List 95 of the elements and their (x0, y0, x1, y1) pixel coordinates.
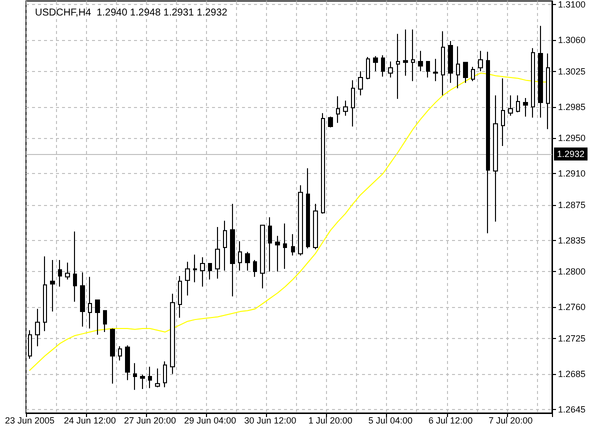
candlestick (448, 40, 453, 84)
candlestick (103, 310, 107, 333)
candlestick (238, 240, 242, 272)
x-tick-label: 24 Jun 12:00 (64, 416, 116, 426)
candlestick (155, 368, 160, 388)
candlestick (125, 344, 130, 381)
candlestick (538, 25, 543, 118)
y-tick-label: 1.2760 (558, 302, 586, 312)
candlestick (336, 96, 340, 124)
candlestick (388, 61, 393, 78)
candlestick (373, 56, 378, 72)
y-tick-label: 1.2875 (558, 200, 586, 210)
x-tick-label: 6 Jul 12:00 (428, 416, 473, 426)
x-tick-label: 23 Jun 2005 (4, 416, 55, 426)
candlestick (148, 366, 152, 389)
candlestick (306, 168, 310, 249)
candlestick (486, 51, 490, 234)
candlestick (478, 50, 483, 72)
y-tick-label: 1.2685 (558, 368, 586, 379)
candlestick (35, 308, 40, 347)
candlestick (245, 251, 250, 272)
candlestick (411, 28, 415, 82)
candlestick (546, 53, 550, 130)
candlestick (223, 220, 227, 272)
y-tick-label: 1.2910 (558, 168, 586, 179)
candlestick (65, 262, 70, 280)
candlestick (471, 66, 475, 82)
candlestick (508, 94, 513, 116)
y-tick-label: 1.3060 (558, 35, 586, 46)
candlestick (95, 299, 100, 336)
x-tick-label: 27 Jun 20:00 (124, 416, 176, 426)
candlestick (133, 362, 137, 390)
x-tick-label: 5 Jul 04:00 (368, 416, 412, 426)
x-tick-label: 30 Jun 12:00 (244, 416, 296, 426)
ref-line-label: 1.2932 (557, 149, 585, 160)
candlestick (328, 116, 333, 128)
candlestick (283, 222, 287, 270)
candlestick (80, 272, 85, 328)
candlestick (291, 234, 295, 256)
candlestick (523, 97, 528, 118)
candlestick (516, 94, 520, 113)
candlestick (358, 70, 363, 96)
y-tick-label: 1.2950 (558, 133, 586, 144)
candlestick (493, 94, 498, 222)
candlestick (343, 100, 348, 116)
candlestick (178, 275, 182, 318)
x-tick-label: 29 Jun 04:00 (184, 416, 236, 426)
candlestick (185, 261, 190, 296)
candlestick (275, 235, 280, 272)
candlestick (381, 54, 385, 78)
x-tick-label: 1 Jul 20:00 (308, 416, 352, 426)
candlestick (463, 62, 468, 84)
candlestick (298, 184, 303, 256)
text: USDCHF,H4 1.2940 1.2948 1.2931 1.2932 (35, 8, 228, 18)
y-tick-label: 1.2645 (558, 404, 586, 414)
candlestick (200, 256, 205, 288)
candlestick (110, 328, 115, 384)
y-tick-label: 1.2800 (558, 266, 586, 277)
candlestick (163, 360, 167, 388)
y-tick-label: 1.2725 (558, 333, 586, 344)
candlestick (28, 330, 32, 360)
y-tick-label: 1.2835 (558, 235, 586, 246)
candlestick (321, 112, 325, 214)
candlestick (456, 46, 460, 89)
y-tick-label: 1.3025 (558, 66, 586, 76)
candlestick (433, 58, 438, 82)
candlestick (403, 28, 408, 76)
candlestick (426, 61, 430, 78)
candlestick (351, 80, 355, 127)
y-tick-label: 1.2985 (558, 102, 586, 112)
line-series (29, 72, 549, 371)
candlestick (441, 30, 445, 96)
candlestick (396, 33, 400, 100)
candlestick (501, 78, 505, 147)
candlestick (260, 224, 265, 289)
candlestick (58, 259, 62, 288)
candlestick (208, 263, 212, 280)
candlestick (140, 374, 145, 390)
candlestick (118, 346, 122, 361)
candlestick (230, 203, 235, 297)
candlestick (253, 259, 257, 278)
candlestick (418, 50, 423, 72)
candlestick (215, 226, 220, 280)
candlestick (88, 276, 92, 329)
candlestick (50, 259, 55, 312)
candlestick (268, 216, 272, 272)
candlestick (193, 254, 197, 283)
candlestick (531, 48, 535, 118)
candlestick (43, 256, 47, 332)
candlestick (73, 230, 77, 302)
x-tick-label: 7 Jul 20:00 (488, 416, 533, 426)
y-tick-label: 1.3100 (558, 0, 586, 10)
candlestick (170, 293, 175, 374)
candlestick (313, 203, 318, 250)
candlestick (366, 56, 370, 80)
